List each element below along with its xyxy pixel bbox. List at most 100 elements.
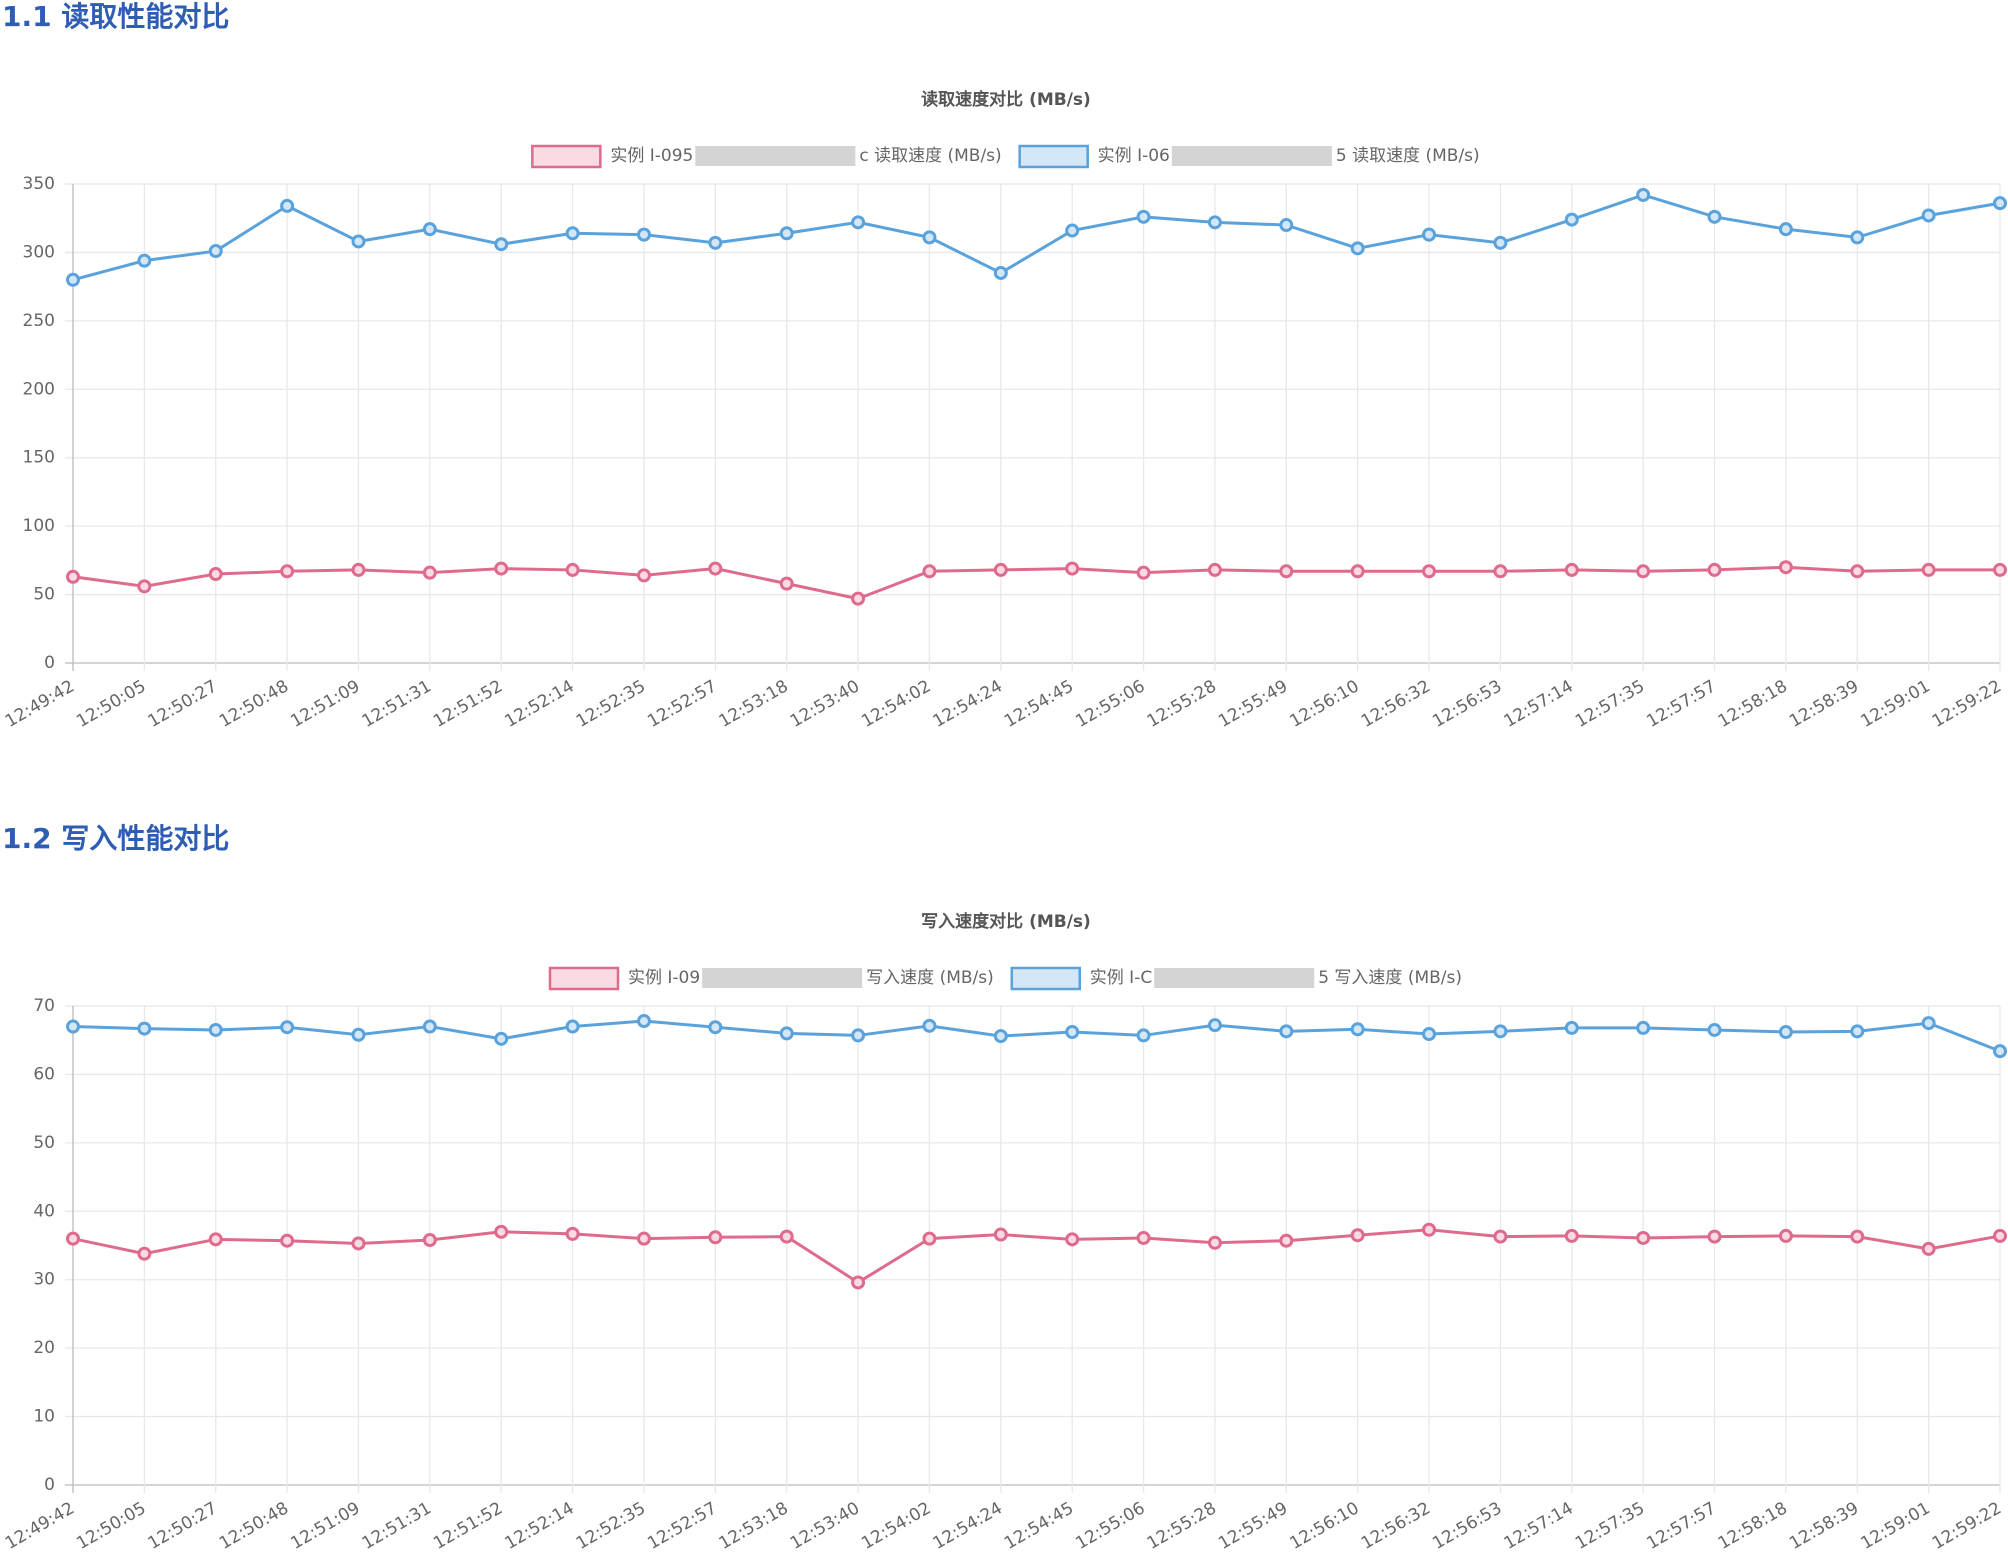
data-point [1136,1028,1151,1043]
legend-swatch [1018,144,1089,169]
data-point [922,564,937,579]
x-tick-label: 12:58:39 [1786,1498,1862,1554]
data-point [208,567,223,582]
data-point [779,576,794,591]
x-tick-label: 12:53:18 [716,676,792,732]
data-point [993,562,1008,577]
data-point [280,198,295,213]
x-tick-label: 12:56:53 [1429,1498,1505,1554]
data-point [922,230,937,245]
x-tick-label: 12:52:14 [501,1498,577,1554]
x-tick-label: 12:50:27 [145,1498,221,1554]
data-point [1279,218,1294,233]
data-point [137,1246,152,1261]
data-point [565,226,580,241]
data-point [1707,562,1722,577]
chart-title: 写入速度对比 (MB/s) [921,911,1091,932]
x-tick-label: 12:50:27 [145,676,221,732]
x-tick-label: 12:53:40 [787,676,863,732]
legend-label: 实例 I-095 [610,146,693,166]
data-point [779,226,794,241]
x-tick-label: 12:49:42 [2,1498,78,1554]
data-point [1850,1024,1865,1039]
x-tick-label: 12:54:24 [930,1498,1006,1554]
data-point [1493,564,1508,579]
data-point [1707,1022,1722,1037]
legend-label: 实例 I-C [1090,968,1152,988]
data-point [1136,565,1151,580]
data-point [1564,1020,1579,1035]
data-point [636,1231,651,1246]
x-tick-label: 12:54:02 [858,676,934,732]
data-point [1707,209,1722,224]
legend-label: 写入速度 (MB/s) [866,968,994,988]
legend-swatch [531,144,602,169]
data-point [851,1028,866,1043]
x-tick-label: 12:54:24 [930,676,1006,732]
data-point [1636,1020,1651,1035]
data-point [708,1230,723,1245]
x-tick-label: 12:57:57 [1643,1498,1719,1554]
data-point [636,1014,651,1029]
x-tick-label: 12:50:05 [73,676,149,732]
data-point [708,235,723,250]
data-point [779,1026,794,1041]
x-tick-label: 12:51:31 [359,1498,435,1554]
data-point [708,1020,723,1035]
data-point [1422,564,1437,579]
y-tick-label: 200 [23,379,55,399]
legend-label: 实例 I-09 [628,968,700,988]
x-tick-label: 12:51:09 [287,1498,363,1554]
x-tick-label: 12:49:42 [2,676,78,732]
y-tick-label: 250 [23,311,55,331]
data-point [1778,1025,1793,1040]
data-point [1422,1027,1437,1042]
data-point [851,1275,866,1290]
x-tick-label: 12:56:53 [1429,676,1505,732]
data-point [1279,564,1294,579]
data-point [1350,241,1365,256]
data-point [1564,1228,1579,1243]
data-point [1350,1228,1365,1243]
x-tick-label: 12:55:49 [1215,1498,1291,1554]
data-point [494,1031,509,1046]
data-point [1065,1025,1080,1040]
data-point [565,562,580,577]
chart-title: 读取速度对比 (MB/s) [921,89,1091,110]
data-point [1065,561,1080,576]
data-point [494,237,509,252]
data-point [1065,1232,1080,1247]
data-point [636,568,651,583]
redacted [702,968,863,988]
x-tick-label: 12:54:45 [1001,1498,1077,1554]
x-tick-label: 12:56:32 [1358,1498,1434,1554]
data-point [636,227,651,242]
series-line [72,193,2001,282]
y-tick-label: 60 [33,1064,55,1084]
data-point [1136,1230,1151,1245]
series-line [72,565,2000,601]
x-tick-label: 12:58:18 [1715,1498,1791,1554]
legend: 实例 I-09 写入速度 (MB/s) 实例 I-C 5 写入速度 (MB/s) [548,966,1462,991]
x-tick-label: 12:55:06 [1072,1498,1148,1554]
x-tick-label: 12:59:22 [1929,1498,2005,1554]
data-point [1350,1022,1365,1037]
data-point [851,591,866,606]
data-point [1636,1230,1651,1245]
data-point [137,1021,152,1036]
y-tick-label: 100 [23,516,55,536]
data-point [351,562,366,577]
data-point [1564,212,1579,227]
x-tick-label: 12:52:35 [573,676,649,732]
y-tick-label: 30 [33,1270,55,1290]
data-point [1207,215,1222,230]
data-point [1065,223,1080,238]
x-tick-label: 12:56:10 [1287,1498,1363,1554]
data-point [1493,1024,1508,1039]
data-point [66,1231,80,1246]
section-heading: 1.1 读取性能对比 [2,0,229,33]
data-point [422,565,437,580]
data-point [1778,222,1793,237]
data-point [280,1233,295,1248]
